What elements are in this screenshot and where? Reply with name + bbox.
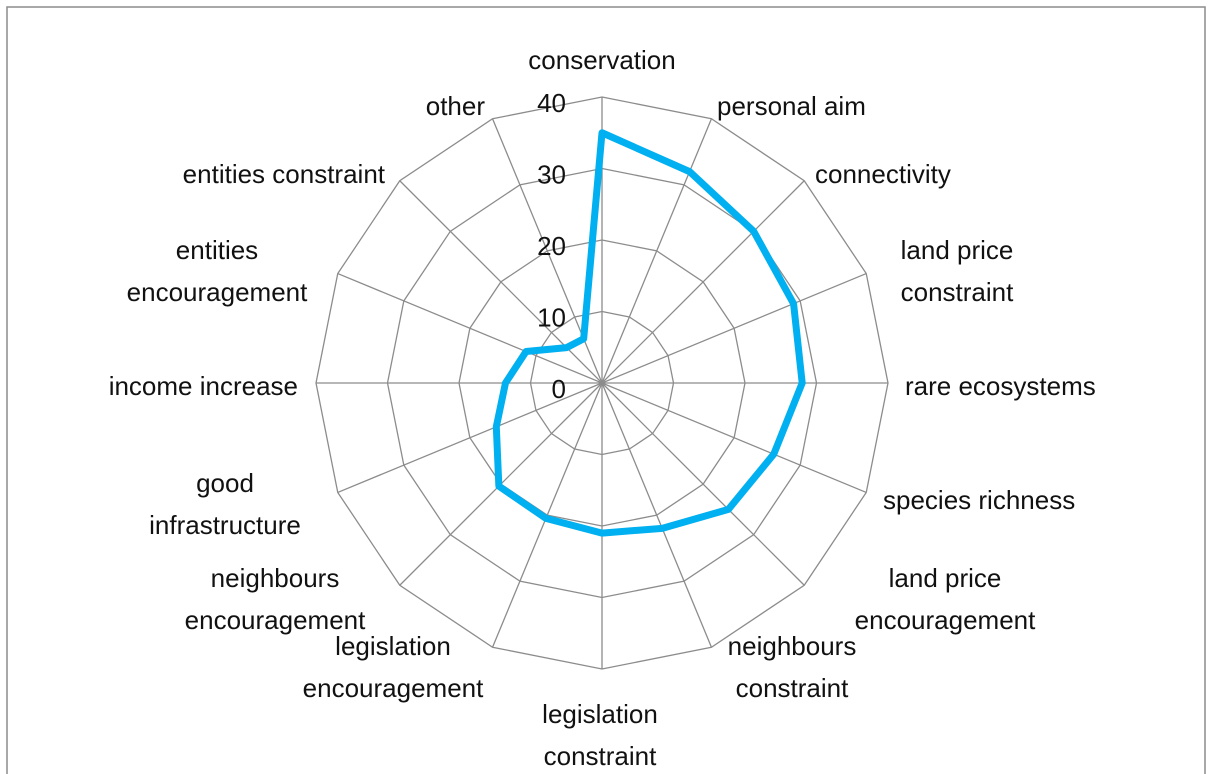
label-line: legislation [335,631,451,661]
label-line: neighbours [728,631,857,661]
category-label: rare ecosystems [905,371,1096,401]
spoke [601,382,867,494]
series-line [492,129,806,537]
spoke [601,180,805,384]
category-label: good infrastructure [149,468,301,540]
category-label: land price constraint [901,235,1014,307]
label-line: legislation [542,699,658,729]
label-line: land price [889,563,1002,593]
y-tick-label: 0 [552,374,566,404]
label-line: constraint [736,673,849,703]
y-tick-label: 20 [537,231,566,261]
category-label: entities encouragement [127,235,308,307]
spoke [601,272,867,384]
category-label: neighbours constraint [728,631,857,703]
category-label: species richness [883,485,1075,515]
spoke [601,382,713,648]
category-label: connectivity [815,159,951,189]
category-label: entities constraint [183,159,386,189]
label-line: entities [176,235,258,265]
label-line: constraint [901,277,1014,307]
category-label: legislation encouragement [303,631,484,703]
frame [6,6,1206,774]
label-line: encouragement [303,673,484,703]
y-tick-label: 30 [537,159,566,189]
spoke [337,272,603,384]
category-label: other [426,91,486,121]
label-line: good [196,468,254,498]
category-label: personal aim [717,91,866,121]
category-label: land price encouragement [855,563,1036,635]
y-tick-label: 40 [537,88,566,118]
label-line: infrastructure [149,510,301,540]
label-line: encouragement [185,605,366,635]
category-label: neighbours encouragement [185,563,366,635]
y-tick-label: 10 [537,302,566,332]
spoke [601,118,713,384]
category-label: legislation constraint [542,699,658,771]
spoke [337,382,603,494]
category-label: income increase [109,371,298,401]
label-line: neighbours [211,563,340,593]
category-label: conservation [528,45,675,75]
label-line: land price [901,235,1014,265]
spoke [601,382,805,586]
label-line: constraint [544,741,657,771]
label-line: encouragement [855,605,1036,635]
label-line: encouragement [127,277,308,307]
spoke [399,180,603,384]
